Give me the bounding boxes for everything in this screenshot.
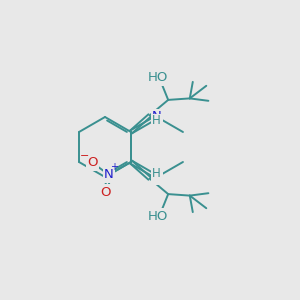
Text: HO: HO [148,210,168,223]
Text: N: N [152,110,162,124]
Text: N: N [104,168,114,181]
Text: HO: HO [148,71,168,84]
Text: +: + [110,162,118,172]
Text: H: H [152,114,161,128]
Text: N: N [152,170,162,184]
Text: O: O [87,156,98,169]
Text: H: H [152,167,161,180]
Text: O: O [100,186,111,199]
Text: −: − [80,151,90,161]
